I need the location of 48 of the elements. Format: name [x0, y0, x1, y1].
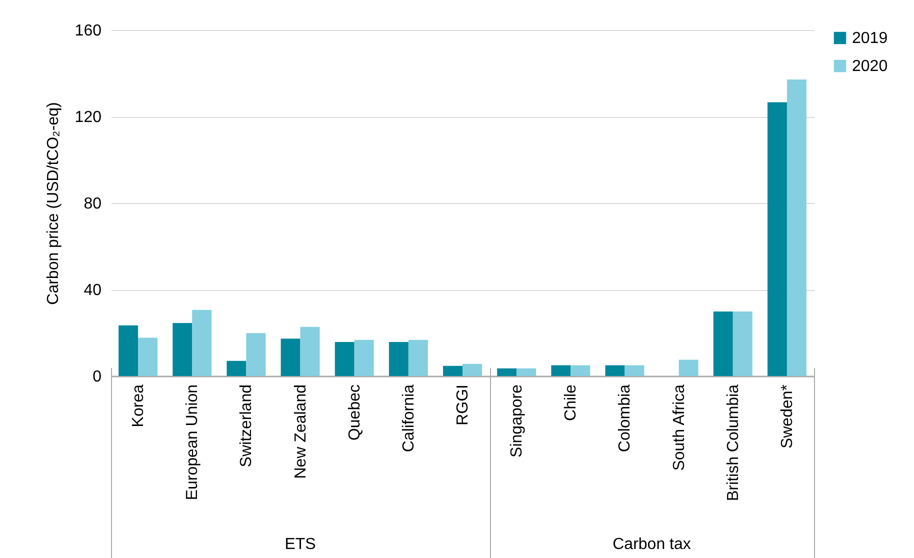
legend-label: 2020 [852, 58, 888, 75]
bar [300, 326, 320, 376]
bar [192, 310, 212, 376]
bar [516, 368, 536, 376]
y-axis-title: Carbon price (USD/tCO₂-eq) [44, 102, 62, 305]
x-tick-label: British Columbia [724, 384, 742, 501]
bar [551, 365, 571, 376]
bar [624, 365, 644, 376]
bar [280, 338, 300, 376]
x-tick-label: European Union [184, 384, 202, 500]
bar [334, 342, 354, 376]
bar [172, 323, 192, 376]
y-tick-label: 80 [84, 196, 102, 212]
x-tick-label: New Zealand [292, 384, 310, 479]
bar [226, 360, 246, 376]
y-tick-label: 120 [74, 109, 102, 126]
x-tick-label: California [400, 384, 418, 452]
bar [388, 342, 408, 376]
x-tick-label: South Africa [670, 384, 688, 471]
bar [570, 365, 590, 376]
bar [408, 340, 428, 376]
text: ETS [284, 536, 317, 554]
bar [605, 365, 625, 376]
bar [497, 368, 517, 376]
bar [118, 325, 138, 376]
bar [462, 364, 482, 376]
bar [246, 333, 266, 376]
x-tick-label: Chile [562, 384, 580, 421]
y-tick-label: 40 [84, 282, 102, 299]
bar [767, 102, 787, 376]
x-tick-label: RGGI [454, 384, 472, 426]
y-tick-label: 0 [92, 368, 102, 386]
bar [732, 312, 752, 376]
x-tick-label: Korea [130, 384, 148, 428]
bar [678, 360, 698, 376]
bar [354, 340, 374, 376]
x-tick-label: Switzerland [238, 384, 256, 468]
bar [443, 366, 462, 376]
x-tick-label: Sweden* [778, 384, 796, 449]
bar [138, 338, 158, 376]
bar [786, 80, 806, 376]
x-tick-label: Singapore [508, 384, 526, 458]
bar [713, 312, 733, 376]
text: Carbon tax [612, 536, 692, 554]
x-tick-label: Colombia [616, 384, 634, 452]
x-tick-label: Quebec [346, 384, 364, 441]
y-tick-label: 160 [74, 22, 102, 40]
legend-label: 2019 [852, 30, 888, 47]
